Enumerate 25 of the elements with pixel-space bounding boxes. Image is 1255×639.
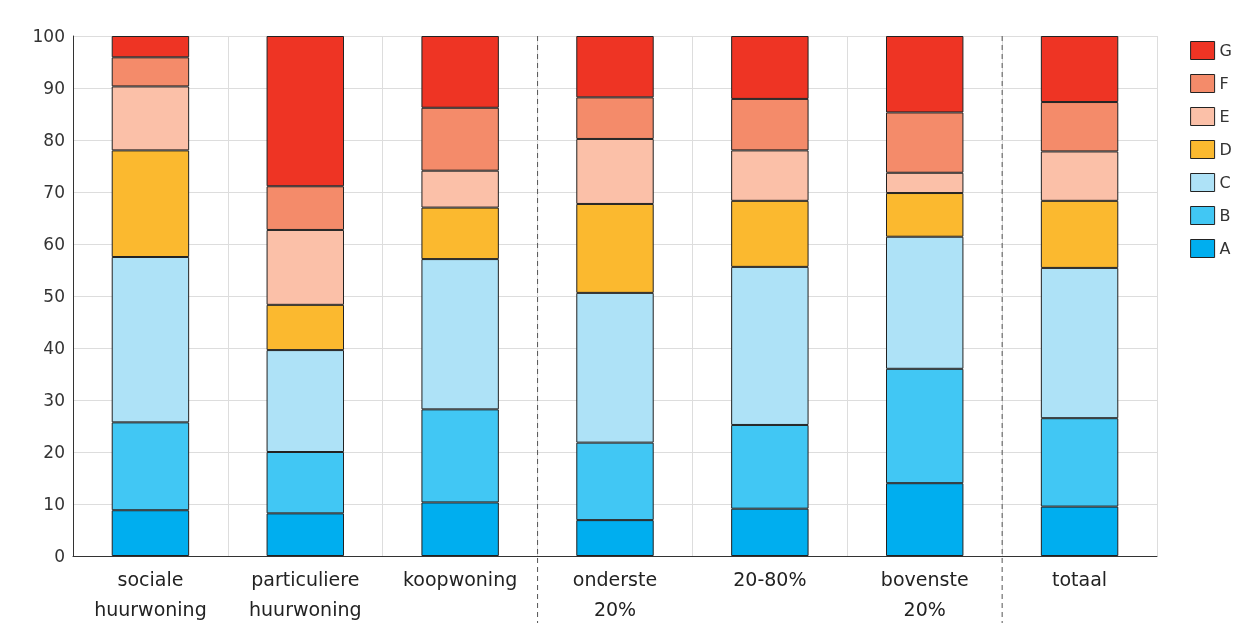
y-tick-label: 60 — [43, 234, 65, 254]
y-tick-label: 30 — [43, 390, 65, 410]
y-tick-label: 0 — [54, 546, 65, 566]
x-tick-label: koopwoning — [403, 568, 518, 590]
legend-label: F — [1219, 74, 1229, 93]
y-tick-label: 90 — [43, 78, 65, 98]
y-tick-label: 70 — [43, 182, 65, 202]
legend-label: D — [1219, 140, 1232, 159]
x-tick-label: onderste 20% — [572, 568, 658, 620]
y-tick-label: 50 — [43, 286, 65, 306]
legend-label: C — [1219, 173, 1231, 192]
legend-label: B — [1219, 206, 1231, 225]
y-tick-label: 40 — [43, 338, 65, 358]
legend-label: A — [1219, 239, 1231, 258]
legend-label: G — [1219, 41, 1233, 60]
x-tick-label: bovenste 20% — [880, 568, 969, 620]
legend-label: E — [1219, 107, 1230, 126]
x-tick-label: sociale huurwoning — [94, 568, 207, 620]
x-tick-label: particuliere huurwoning — [249, 568, 362, 620]
y-tick-label: 10 — [43, 494, 65, 514]
y-tick-label: 20 — [43, 442, 65, 462]
y-tick-label: 100 — [32, 26, 65, 46]
x-tick-label: totaal — [1052, 568, 1108, 590]
x-tick-label: 20-80% — [733, 568, 807, 590]
y-tick-label: 80 — [43, 130, 65, 150]
